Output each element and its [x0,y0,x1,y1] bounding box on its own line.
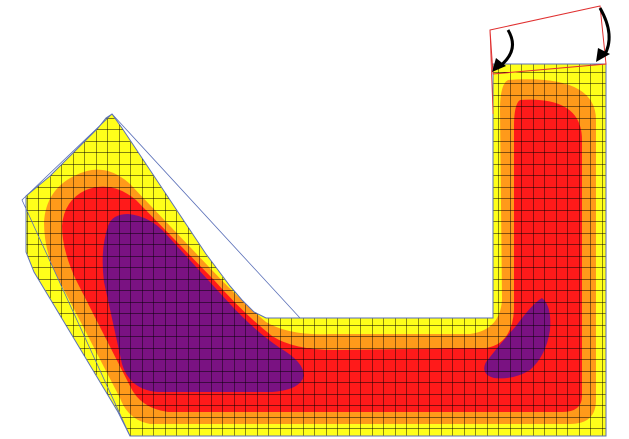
lid-side-line [489,29,494,115]
outer-boundary [21,113,607,437]
moving-lid-outline [489,5,607,75]
curved-arrow-icon [596,7,611,62]
curved-arrow-icon [492,29,514,72]
